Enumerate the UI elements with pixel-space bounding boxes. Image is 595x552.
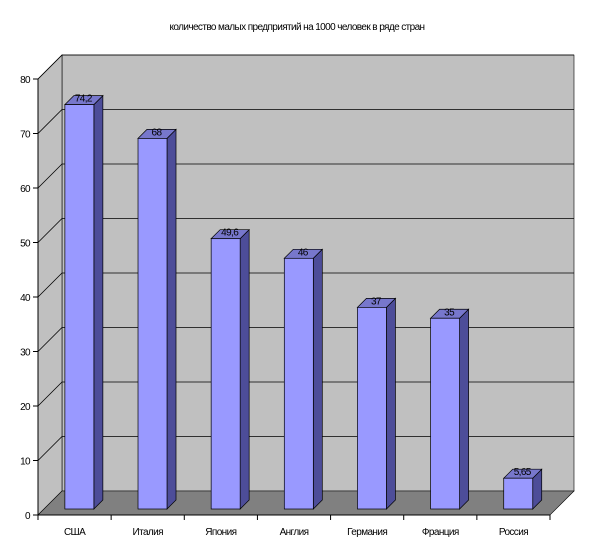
y-tick-label: 10: [20, 457, 31, 468]
x-tick-label: Англия: [280, 527, 309, 538]
bar-front: [210, 238, 241, 510]
bar-front: [503, 477, 534, 510]
chart-title: количество малых предприятий на 1000 чел…: [170, 22, 425, 33]
data-label: 74,2: [75, 94, 93, 105]
data-label: 37: [371, 296, 382, 307]
y-tick-label: 70: [20, 130, 31, 141]
data-label: 5,65: [514, 467, 532, 478]
data-label: 49,6: [221, 228, 239, 239]
gridline: [37, 218, 574, 243]
data-label: 35: [444, 307, 455, 318]
gridline: [37, 163, 574, 189]
y-tick-label: 40: [20, 293, 31, 304]
bar-2: [137, 128, 177, 510]
bar-1: [64, 94, 104, 510]
bar-front: [283, 257, 314, 510]
gridline: [37, 436, 574, 461]
y-tick-label: 0: [25, 511, 31, 522]
y-tick-label: 50: [20, 239, 31, 250]
gridlines: [37, 54, 574, 461]
gridline: [37, 109, 574, 134]
bar-side: [93, 94, 104, 510]
data-labels: 74,2 68 49,6 46 37 35 5,65: [75, 94, 533, 479]
bar-side: [459, 308, 469, 510]
bar-side: [386, 297, 396, 510]
y-tick-label: 60: [20, 184, 31, 195]
gridline: [37, 327, 574, 352]
x-tick-label: Франция: [422, 527, 459, 538]
bars: [64, 94, 543, 510]
bar-front: [137, 138, 168, 510]
bar-front: [64, 104, 95, 510]
gridline: [37, 381, 574, 407]
bar-3: [210, 228, 251, 510]
x-tick-label: США: [64, 527, 86, 538]
data-label: 68: [152, 127, 163, 138]
bar-6: [429, 308, 470, 510]
x-tick-label: Италия: [132, 527, 163, 538]
bar-side: [239, 228, 250, 510]
bar-front: [357, 307, 387, 510]
data-label: 46: [298, 247, 309, 258]
gridline: [37, 272, 574, 298]
bar-side: [312, 248, 323, 510]
bar-side: [166, 128, 177, 510]
gridline: [37, 54, 574, 80]
x-tick-label: Германия: [347, 527, 387, 538]
bar-4: [283, 248, 324, 510]
bar-front: [430, 317, 460, 510]
axes: 0 10 20 30 40 50 60 70 80 США Италия Япония Англия Ге…: [20, 75, 551, 538]
y-tick-label: 20: [20, 402, 31, 413]
y-tick-label: 80: [20, 75, 31, 86]
y-tick-label: 30: [20, 348, 31, 359]
x-tick-label: Россия: [499, 527, 528, 538]
bar-5: [356, 297, 397, 510]
bar-7: [502, 468, 543, 510]
x-tick-label: Япония: [205, 527, 236, 538]
